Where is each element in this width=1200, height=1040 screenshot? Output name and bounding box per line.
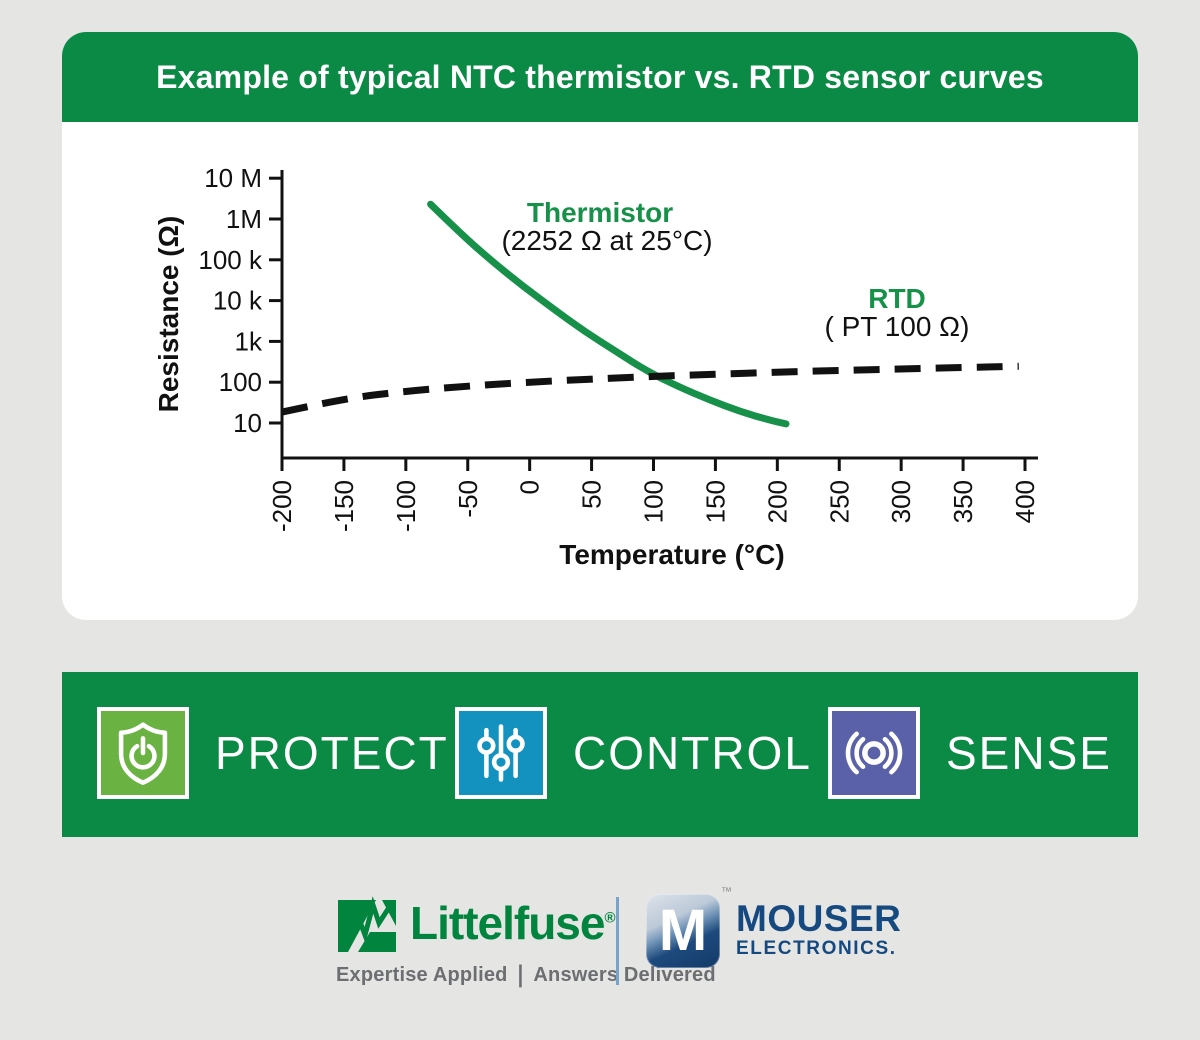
x-tick-label: 150 [700, 480, 730, 523]
littelfuse-wordmark: Littelfuse® [410, 897, 616, 949]
littelfuse-tagline: Expertise Applied | Answers Delivered [336, 961, 716, 989]
tagline-divider: | [517, 961, 524, 989]
littelfuse-logo: Littelfuse® Expertise Applied | Answers De… [336, 892, 716, 989]
page-title: Example of typical NTC thermistor vs. RT… [156, 58, 1044, 95]
y-tick-label: 10 [233, 408, 262, 438]
trademark-mark: ™ [721, 886, 732, 898]
y-tick-label: 1k [235, 326, 263, 356]
y-tick-label: 100 [219, 367, 262, 397]
x-tick-label: -100 [391, 480, 421, 532]
thermistor-curve [427, 200, 790, 428]
y-tick-label: 1M [226, 204, 262, 234]
chart-area: 10 M 1M 100 k 10 k 1k 100 10 -200 -150 -100 -50 0 50… [62, 122, 1138, 620]
x-tick-label: 0 [515, 480, 545, 494]
mouser-electronics-text: ELECTRONICS. [736, 938, 897, 959]
x-tick-label: 200 [762, 480, 792, 523]
x-tick-label: -150 [329, 480, 359, 532]
sliders-icon [477, 724, 525, 782]
x-tick-label: 250 [824, 480, 854, 523]
shield-power-icon [118, 722, 168, 785]
littelfuse-mark-icon [338, 896, 396, 952]
sense-label: SENSE [946, 727, 1112, 779]
x-tick-label: 350 [948, 480, 978, 523]
band-item-sense: SENSE [828, 707, 1112, 799]
logo-divider [616, 897, 619, 985]
x-tick-label: 400 [1010, 480, 1040, 523]
signal-waves-icon [845, 731, 903, 775]
y-tick-label: 10 M [204, 163, 262, 193]
mouser-m-letter: M [658, 898, 708, 963]
thermistor-sublabel: (2252 Ω at 25°C) [501, 225, 712, 256]
title-banner: Example of typical NTC thermistor vs. RT… [62, 32, 1138, 122]
thermistor-label: Thermistor [527, 197, 673, 228]
footer: Littelfuse® Expertise Applied | Answers De… [0, 860, 1200, 1040]
x-tick-label: 100 [639, 480, 669, 523]
y-axis-title: Resistance (Ω) [153, 216, 184, 413]
control-label: CONTROL [573, 727, 812, 779]
control-tile [455, 707, 547, 799]
capability-band: PROTECT CONTROL SENSE [62, 672, 1138, 837]
protect-tile [97, 707, 189, 799]
x-tick-label: 300 [886, 480, 916, 523]
registered-mark: ® [604, 909, 615, 927]
band-item-control: CONTROL [455, 707, 812, 799]
y-tick-label: 100 k [198, 245, 263, 275]
x-axis-title: Temperature (°C) [559, 539, 784, 570]
x-tick-label: -50 [453, 480, 483, 518]
mouser-m-tile: M ™ [646, 886, 732, 968]
y-tick-label: 10 k [213, 286, 263, 316]
rtd-label: RTD [868, 283, 926, 314]
sense-tile [828, 707, 920, 799]
x-tick-label: -200 [267, 480, 297, 532]
chart-card: Example of typical NTC thermistor vs. RT… [62, 32, 1138, 620]
mouser-wordmark: MOUSER [736, 898, 902, 939]
rtd-curve [281, 362, 1019, 416]
sensor-curves-chart: 10 M 1M 100 k 10 k 1k 100 10 -200 -150 -100 -50 0 50… [153, 163, 1040, 570]
protect-label: PROTECT [215, 727, 449, 779]
mouser-logo: M ™ MOUSER ELECTRONICS. [646, 886, 902, 968]
x-tick-label: 50 [577, 480, 607, 509]
band-item-protect: PROTECT [97, 707, 449, 799]
rtd-sublabel: ( PT 100 Ω) [825, 311, 970, 342]
